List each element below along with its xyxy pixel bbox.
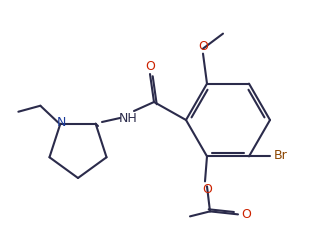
Text: NH: NH [119,112,137,124]
Text: N: N [57,116,66,129]
Text: O: O [145,60,155,72]
Text: Br: Br [274,149,288,162]
Text: O: O [202,183,212,196]
Text: O: O [241,208,251,221]
Text: O: O [198,40,208,53]
